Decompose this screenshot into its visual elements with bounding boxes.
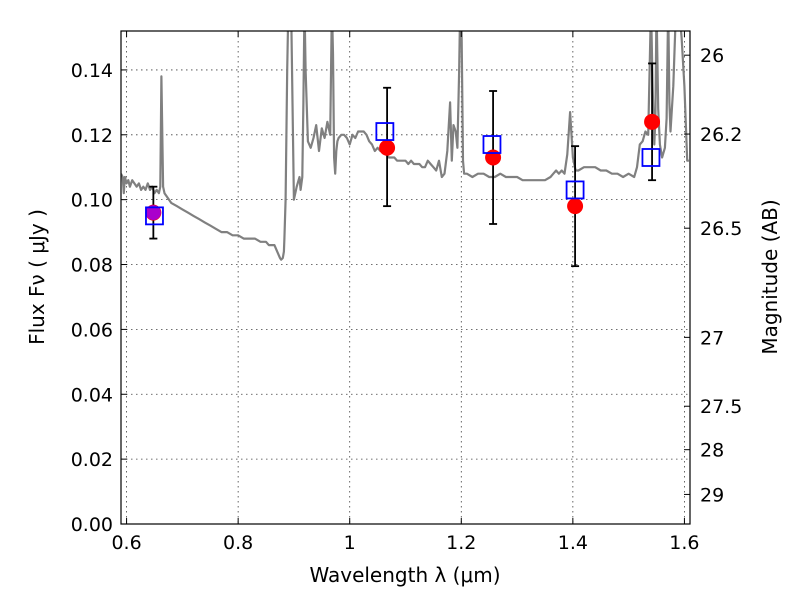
- marker-layer: [145, 62, 661, 268]
- axes: 0.6 0.8 1 1.2 1.4 1.6 0.00 0.02 0.04 0.06 0.08 0.10…: [71, 31, 742, 554]
- mag-tick-label: 26.2: [700, 124, 742, 146]
- y2-axis-title: Magnitude (AB): [758, 199, 782, 354]
- observed-point: [567, 198, 584, 215]
- mag-tick-label: 27: [700, 327, 724, 349]
- x-tick-label: 0.8: [223, 532, 253, 554]
- model-square: [145, 206, 164, 226]
- mag-tick-label: 26.5: [700, 218, 742, 240]
- plot-frame: [120, 30, 691, 525]
- mag-tick-label: 27.5: [700, 396, 742, 418]
- y-tick-label: 0.02: [71, 449, 113, 471]
- plot-area: [121, 31, 689, 261]
- y-axis-title: Flux Fν ( μJy ): [25, 209, 49, 345]
- y-tick-label: 0.00: [71, 514, 113, 536]
- x-tick-label: 1.4: [558, 532, 588, 554]
- x-tick-label: 1: [344, 532, 356, 554]
- y-tick-label: 0.08: [71, 255, 113, 277]
- x-tick-label: 1.2: [446, 532, 476, 554]
- x-tick-label: 1.6: [669, 532, 699, 554]
- observed-point: [644, 113, 661, 130]
- mag-tick-label: 28: [700, 440, 724, 462]
- y-tick-label: 0.04: [71, 384, 113, 406]
- x-tick-label: 0.6: [111, 532, 141, 554]
- y-tick-label: 0.10: [71, 190, 113, 212]
- x-axis-title: Wavelength λ (μm): [309, 563, 500, 587]
- sed-model-line: [121, 31, 689, 261]
- model-square: [641, 148, 661, 167]
- model-square: [482, 135, 502, 154]
- y-tick-label: 0.14: [71, 60, 113, 82]
- y-tick-label: 0.06: [71, 319, 113, 341]
- model-square: [375, 122, 395, 141]
- mag-tick-label: 26: [700, 45, 724, 67]
- mag-tick-label: 29: [700, 484, 724, 506]
- y-tick-label: 0.12: [71, 125, 113, 147]
- observed-point: [379, 139, 396, 156]
- grid: [121, 31, 690, 525]
- model-square: [565, 180, 585, 200]
